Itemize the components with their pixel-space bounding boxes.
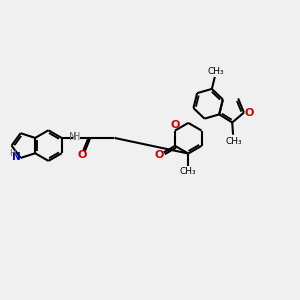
Text: H: H xyxy=(73,132,81,142)
Text: CH₃: CH₃ xyxy=(180,167,196,176)
Text: CH₃: CH₃ xyxy=(225,137,242,146)
Text: N: N xyxy=(12,152,21,162)
Text: CH₃: CH₃ xyxy=(208,67,224,76)
Text: H: H xyxy=(9,149,16,158)
Text: O: O xyxy=(244,108,254,118)
Text: N: N xyxy=(69,132,77,142)
Text: O: O xyxy=(77,150,86,161)
Text: O: O xyxy=(155,150,164,160)
Text: O: O xyxy=(170,120,180,130)
